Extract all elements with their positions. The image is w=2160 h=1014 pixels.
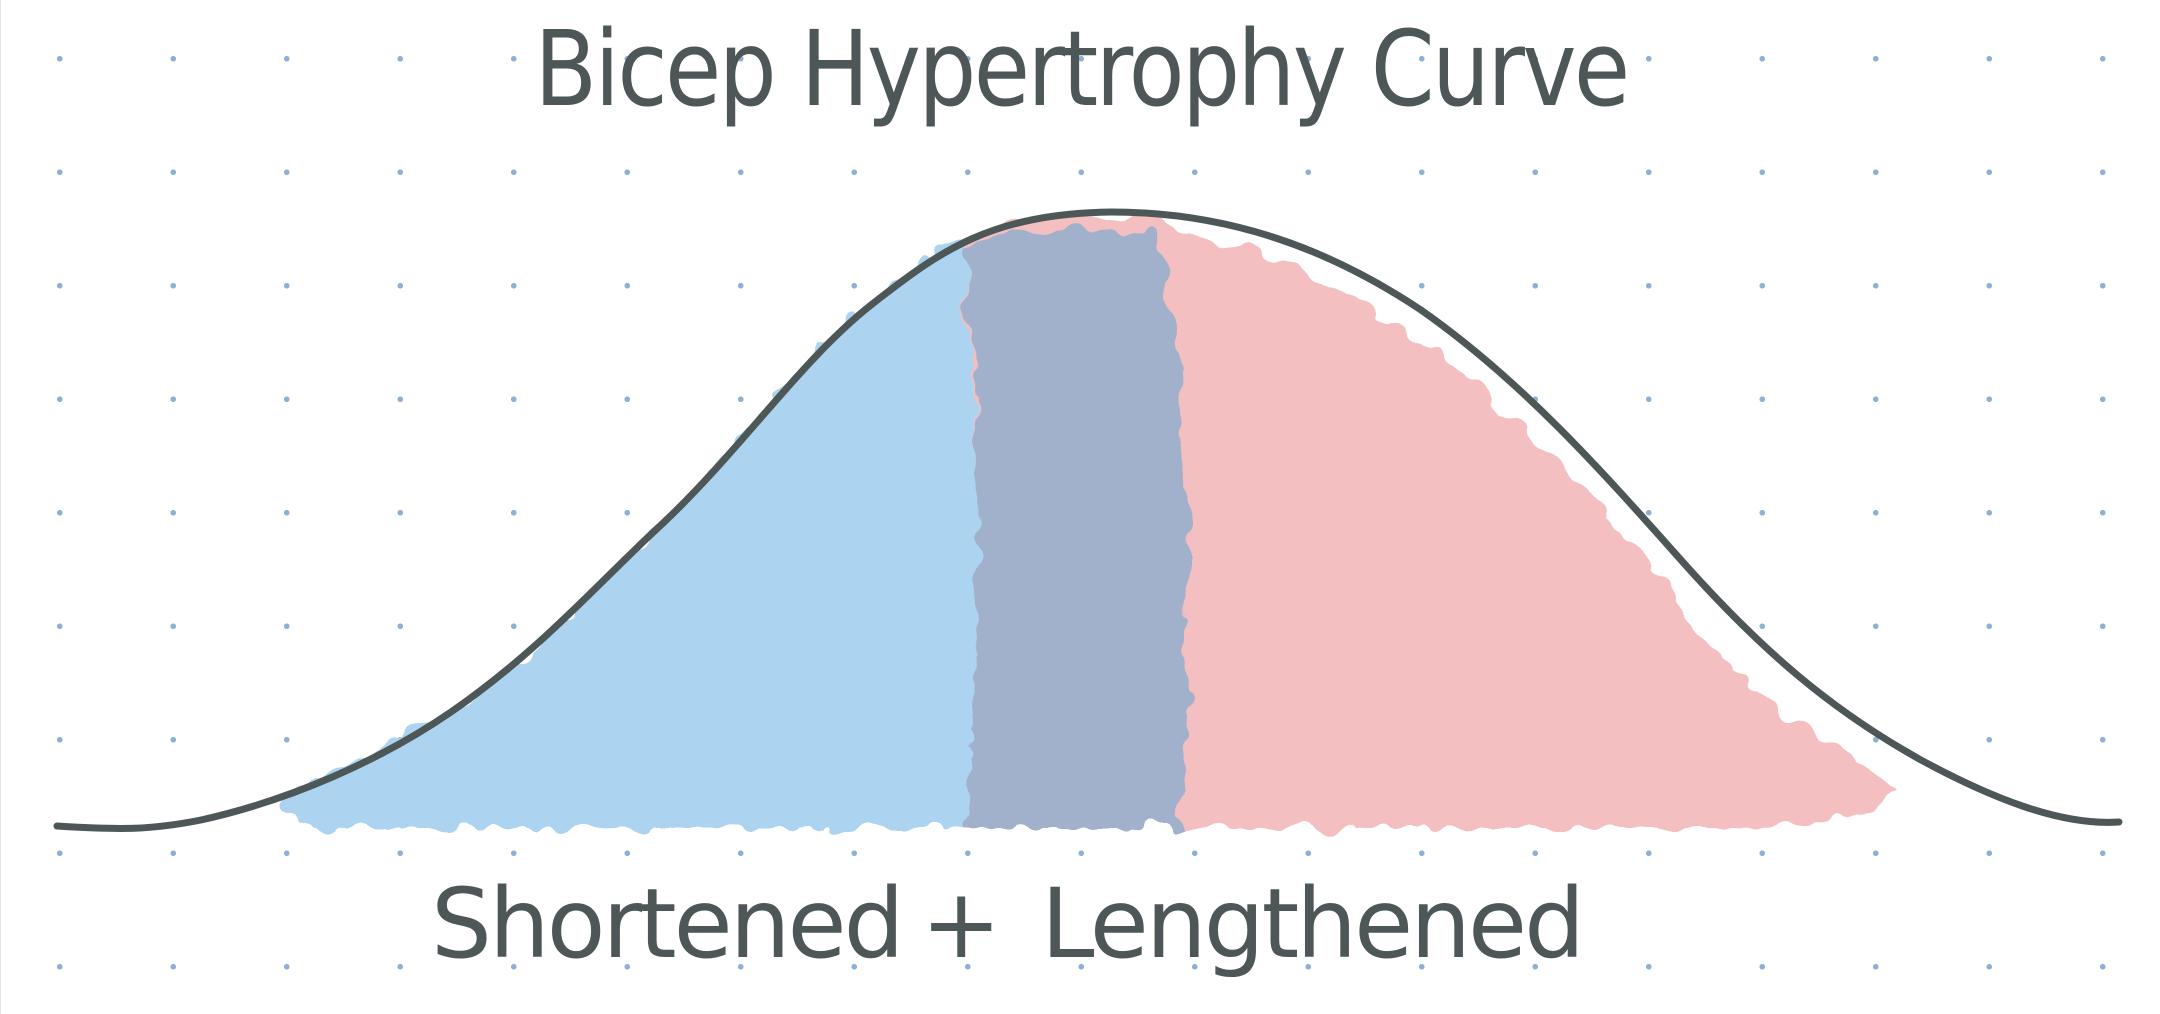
shortened-label: Shortened — [431, 868, 905, 980]
shortened-region — [281, 238, 991, 828]
plus-sign: + — [921, 868, 1001, 980]
overlap-region — [963, 229, 1189, 828]
lengthened-label: Lengthened — [1041, 868, 1585, 980]
bell-curve-line — [53, 208, 2123, 832]
diagram-title: Bicep Hypertrophy Curve — [534, 8, 1630, 130]
lengthened-region — [961, 216, 1891, 829]
